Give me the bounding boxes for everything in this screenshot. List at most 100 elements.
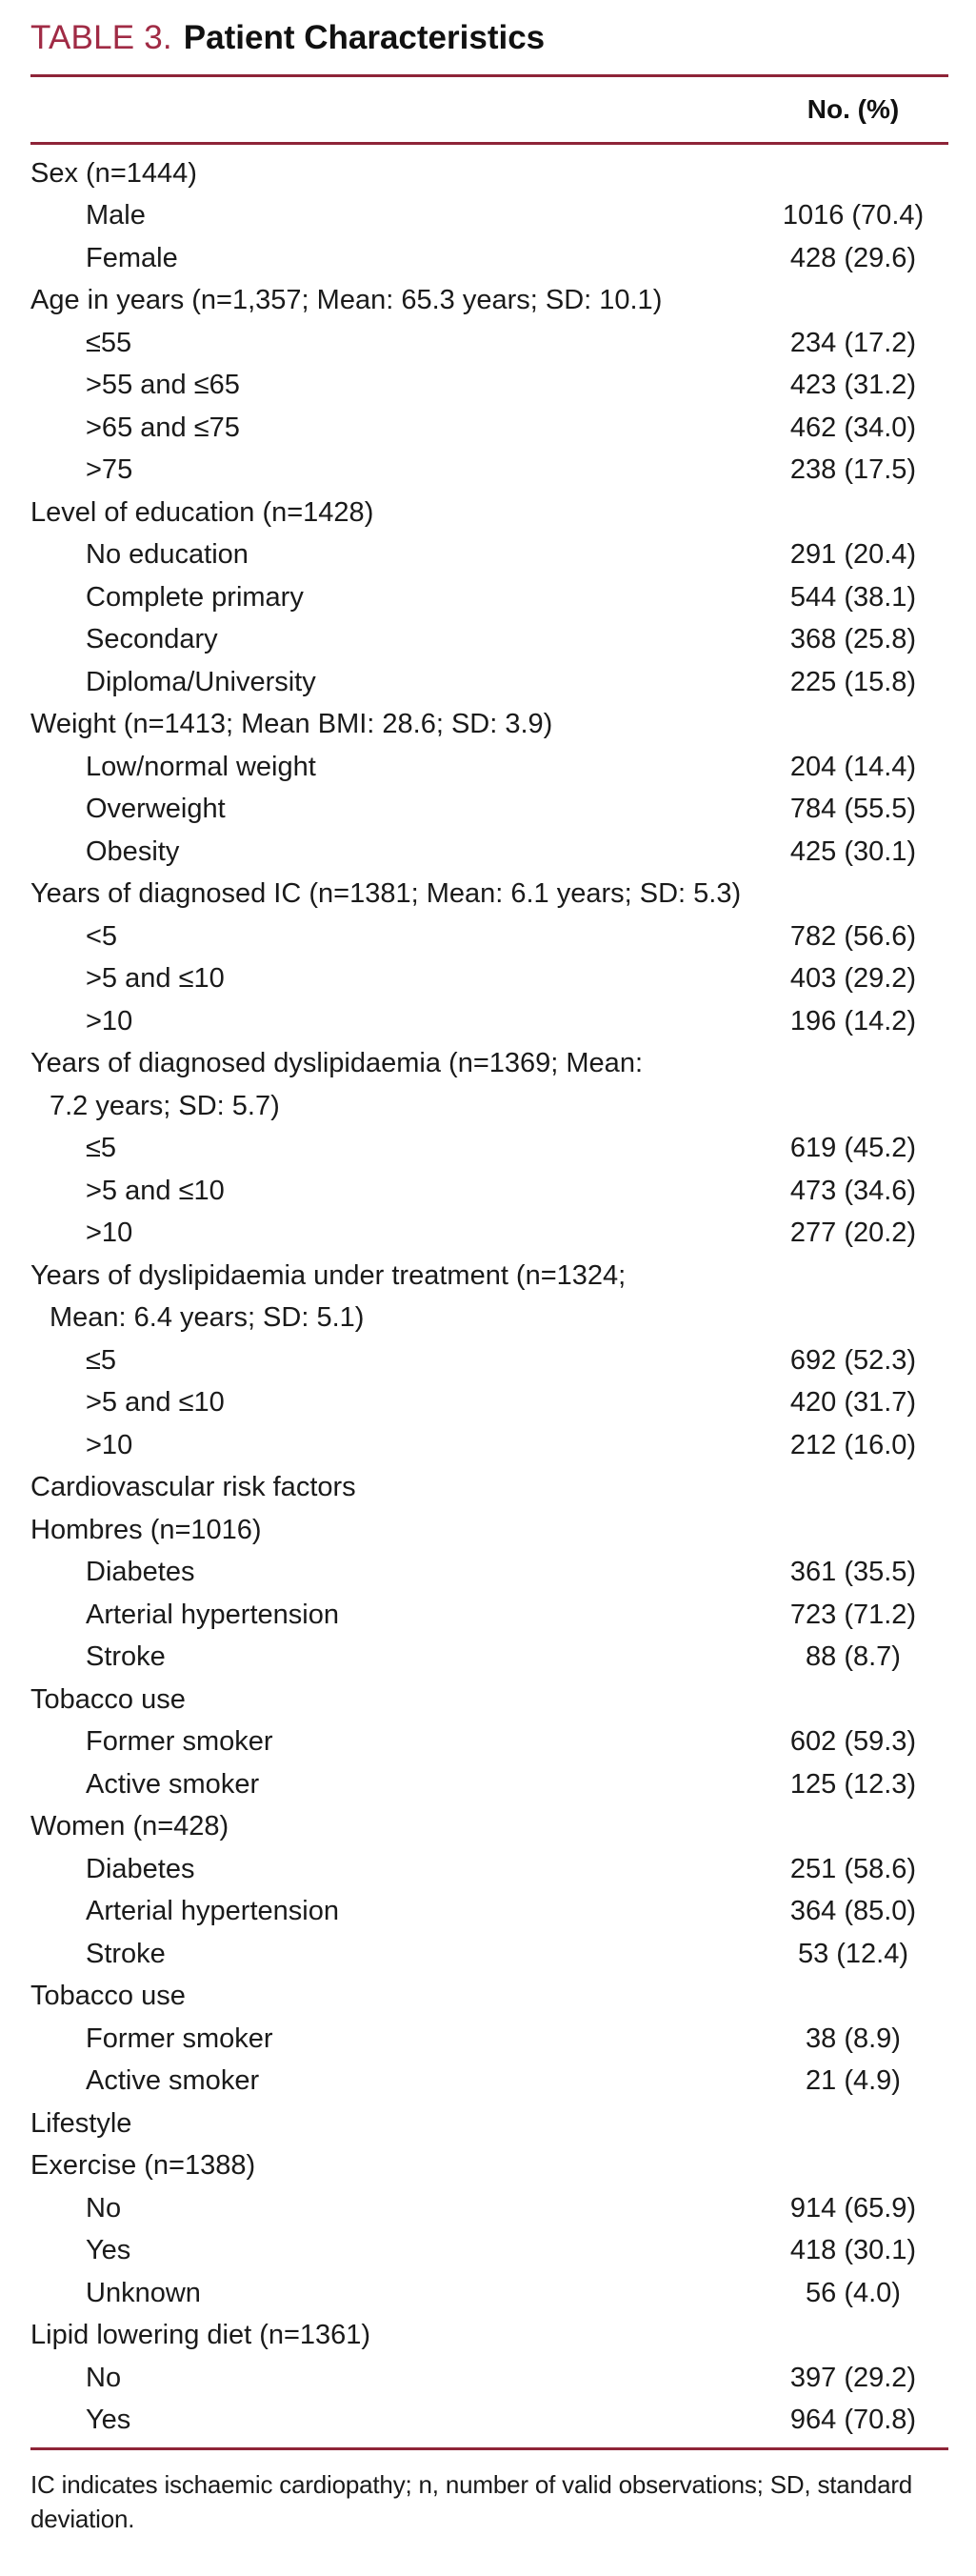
- row-value: 420 (31.7): [789, 1387, 917, 1419]
- table-row: Cardiovascular risk factors: [30, 1467, 948, 1510]
- header-row: No. (%): [30, 77, 948, 142]
- row-value: 364 (85.0): [789, 1896, 917, 1927]
- row-value: 88 (8.7): [806, 1641, 901, 1673]
- table-row: Unknown 56 (4.0): [30, 2272, 948, 2315]
- table-row: >5 and ≤10 473 (34.6): [30, 1170, 948, 1213]
- row-label: Weight (n=1413; Mean BMI: 28.6; SD: 3.9): [30, 709, 553, 740]
- table-body: Sex (n=1444) Male 1016 (70.4) Female 428…: [30, 145, 948, 2447]
- footnote-line-1: IC indicates ischaemic cardiopathy; n, n…: [30, 2470, 913, 2499]
- row-label: Yes: [86, 2235, 131, 2266]
- row-label: Mean: 6.4 years; SD: 5.1): [50, 1302, 365, 1334]
- table-row: Mean: 6.4 years; SD: 5.1): [30, 1298, 948, 1340]
- row-value: 462 (34.0): [789, 412, 917, 443]
- row-label: Exercise (n=1388): [30, 2150, 256, 2182]
- table-row: Sex (n=1444): [30, 152, 948, 195]
- table-row: Women (n=428): [30, 1806, 948, 1849]
- table-row: Tobacco use: [30, 1976, 948, 2019]
- row-label: >10: [86, 1218, 133, 1249]
- table-row: Male 1016 (70.4): [30, 195, 948, 238]
- row-label: Tobacco use: [30, 1981, 186, 2012]
- table-row: Yes 964 (70.8): [30, 2400, 948, 2443]
- row-value: 723 (71.2): [789, 1599, 917, 1630]
- row-label: Stroke: [86, 1641, 166, 1673]
- row-value: 238 (17.5): [789, 454, 917, 486]
- row-label: Age in years (n=1,357; Mean: 65.3 years;…: [30, 285, 663, 316]
- row-label: Tobacco use: [30, 1683, 186, 1715]
- row-label: Active smoker: [86, 1768, 260, 1800]
- row-value: 251 (58.6): [789, 1853, 917, 1884]
- row-label: <5: [86, 920, 118, 952]
- header-rule: [30, 142, 948, 145]
- row-value: 196 (14.2): [789, 1005, 917, 1036]
- table-row: ≤55 234 (17.2): [30, 322, 948, 365]
- row-value: 418 (30.1): [789, 2235, 917, 2266]
- table-row: >10 196 (14.2): [30, 1000, 948, 1043]
- column-header-no-pct: No. (%): [807, 94, 900, 124]
- row-label: >10: [86, 1005, 133, 1036]
- row-value: 397 (29.2): [789, 2362, 917, 2393]
- table-row: Diabetes 251 (58.6): [30, 1848, 948, 1891]
- table-row: Arterial hypertension 364 (85.0): [30, 1891, 948, 1934]
- table-row: Complete primary 544 (38.1): [30, 576, 948, 619]
- row-label: Cardiovascular risk factors: [30, 1472, 356, 1503]
- row-label: Stroke: [86, 1938, 166, 1969]
- row-value: 225 (15.8): [789, 666, 917, 697]
- table-row: Stroke 53 (12.4): [30, 1933, 948, 1976]
- row-value: 544 (38.1): [789, 581, 917, 613]
- table-row: <5 782 (56.6): [30, 916, 948, 958]
- table-row: Stroke 88 (8.7): [30, 1637, 948, 1680]
- row-label: Male: [86, 200, 146, 231]
- table-row: No 914 (65.9): [30, 2187, 948, 2230]
- row-label: ≤5: [86, 1344, 117, 1376]
- row-label: Years of diagnosed dyslipidaemia (n=1369…: [30, 1048, 643, 1079]
- row-label: >55 and ≤65: [86, 370, 240, 401]
- row-value: 53 (12.4): [797, 1938, 909, 1969]
- row-label: Overweight: [86, 794, 226, 825]
- row-value: 423 (31.2): [789, 370, 917, 401]
- row-label: Complete primary: [86, 581, 304, 613]
- table-row: Former smoker 602 (59.3): [30, 1721, 948, 1764]
- row-label: >5 and ≤10: [86, 1175, 225, 1206]
- row-value: 914 (65.9): [789, 2192, 917, 2224]
- row-value: 428 (29.6): [789, 242, 917, 273]
- row-value: 56 (4.0): [806, 2277, 901, 2308]
- table-row: Active smoker 125 (12.3): [30, 1763, 948, 1806]
- row-value: 291 (20.4): [789, 539, 917, 571]
- row-value: 361 (35.5): [789, 1557, 917, 1588]
- table-row: Years of diagnosed IC (n=1381; Mean: 6.1…: [30, 874, 948, 916]
- row-label: ≤55: [86, 327, 132, 358]
- table-row: Age in years (n=1,357; Mean: 65.3 years;…: [30, 280, 948, 323]
- row-label: Women (n=428): [30, 1811, 229, 1842]
- table-row: Weight (n=1413; Mean BMI: 28.6; SD: 3.9): [30, 704, 948, 747]
- row-label: Level of education (n=1428): [30, 496, 374, 528]
- bottom-rule: [30, 2447, 948, 2450]
- table-title: TABLE 3. Patient Characteristics: [30, 15, 948, 61]
- table-row: Lifestyle: [30, 2103, 948, 2145]
- table-caption: Patient Characteristics: [183, 19, 546, 56]
- row-value: 368 (25.8): [789, 624, 917, 655]
- row-label: Arterial hypertension: [86, 1896, 339, 1927]
- row-value: 473 (34.6): [789, 1175, 917, 1206]
- row-value: 619 (45.2): [789, 1133, 917, 1164]
- table-row: No education 291 (20.4): [30, 534, 948, 577]
- table-row: Lipid lowering diet (n=1361): [30, 2315, 948, 2358]
- row-label: Diabetes: [86, 1853, 195, 1884]
- table-row: >5 and ≤10 420 (31.7): [30, 1382, 948, 1425]
- table-row: Yes 418 (30.1): [30, 2230, 948, 2273]
- row-value: 204 (14.4): [789, 751, 917, 782]
- table-row: Diabetes 361 (35.5): [30, 1552, 948, 1595]
- footnote-line-2: deviation.: [30, 2505, 135, 2533]
- row-value: 1016 (70.4): [782, 200, 925, 231]
- table-row: Secondary 368 (25.8): [30, 619, 948, 662]
- row-label: No education: [86, 539, 249, 571]
- row-label: Obesity: [86, 835, 180, 867]
- row-label: >5 and ≤10: [86, 1387, 225, 1419]
- row-value: 403 (29.2): [789, 963, 917, 995]
- row-label: 7.2 years; SD: 5.7): [50, 1090, 280, 1121]
- row-label: Diabetes: [86, 1557, 195, 1588]
- table-row: >10 212 (16.0): [30, 1424, 948, 1467]
- table-row: Level of education (n=1428): [30, 492, 948, 534]
- table-row: Overweight 784 (55.5): [30, 789, 948, 832]
- row-label: >65 and ≤75: [86, 412, 240, 443]
- row-label: Unknown: [86, 2277, 201, 2308]
